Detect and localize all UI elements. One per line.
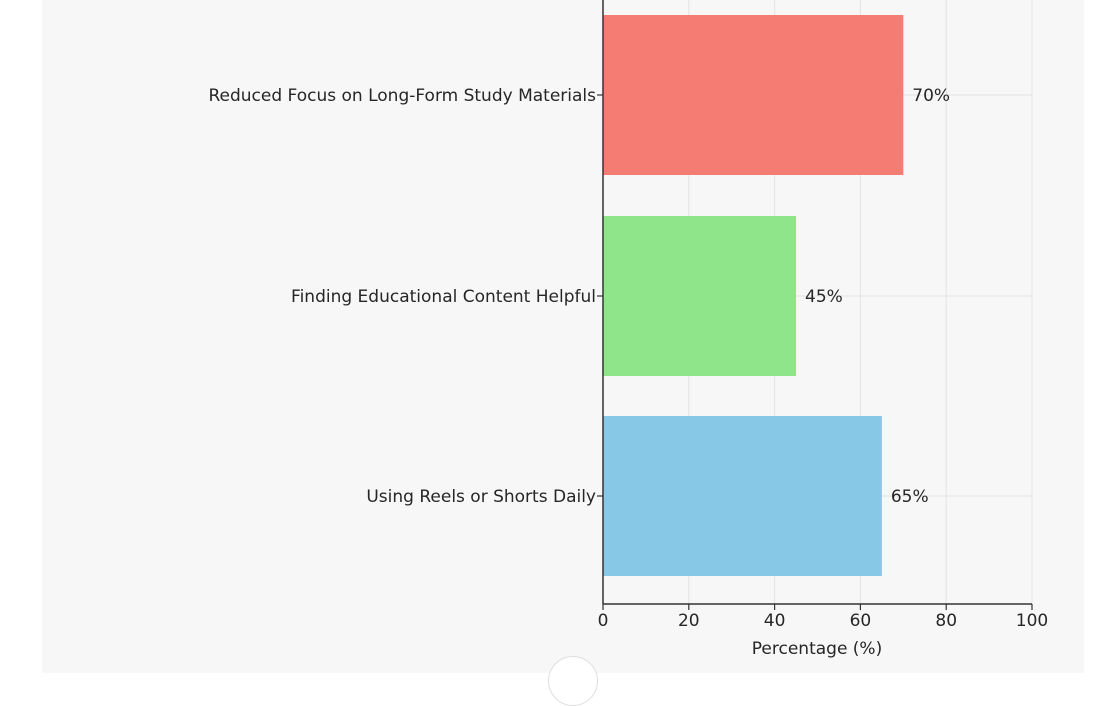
bar-chart: 0 20 40 60 80 100 Reduced Focus on Long-Form S… <box>208 0 1048 659</box>
value-label-2: 65% <box>891 487 929 507</box>
category-label-0: Reduced Focus on Long-Form Study Materia… <box>208 86 596 106</box>
bar-0 <box>603 15 904 175</box>
x-tick-label-60: 60 <box>850 611 872 631</box>
chart-panel <box>42 0 1084 673</box>
category-label-1: Finding Educational Content Helpful <box>291 287 596 307</box>
bar-1 <box>603 216 797 376</box>
x-tick-label-20: 20 <box>678 611 700 631</box>
bars <box>603 15 904 576</box>
scroll-down-button[interactable] <box>548 656 598 706</box>
x-tick-label-0: 0 <box>598 611 609 631</box>
axes <box>597 0 1033 610</box>
category-label-2: Using Reels or Shorts Daily <box>366 487 596 507</box>
x-tick-label-40: 40 <box>764 611 786 631</box>
value-label-1: 45% <box>805 287 843 307</box>
labels: 0 20 40 60 80 100 Reduced Focus on Long-Form S… <box>208 86 1048 631</box>
value-label-0: 70% <box>912 86 950 106</box>
x-tick-label-80: 80 <box>935 611 957 631</box>
bar-2 <box>603 416 882 576</box>
x-axis-title: Percentage (%) <box>752 639 882 659</box>
x-tick-label-100: 100 <box>1016 611 1048 631</box>
